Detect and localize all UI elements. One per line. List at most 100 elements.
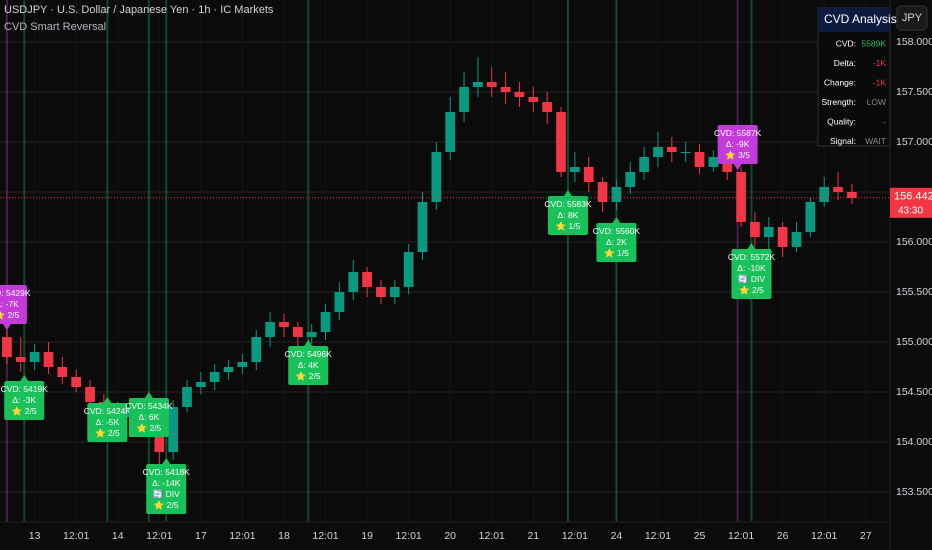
candle-body bbox=[2, 337, 12, 357]
candle-body bbox=[833, 187, 843, 192]
signal-pointer bbox=[144, 392, 153, 398]
candle-body bbox=[85, 387, 95, 402]
info-panel: CVD Analysis CVD: 5589K Delta: -1K Change: -1… bbox=[817, 7, 897, 147]
candle-body bbox=[736, 172, 746, 222]
signal-text: ⭐ 2/5 bbox=[739, 285, 764, 295]
candle-body bbox=[625, 172, 636, 187]
y-tick-label: 154.500 bbox=[896, 386, 932, 398]
candle-body bbox=[722, 157, 733, 172]
candle-body bbox=[694, 152, 705, 167]
signal-text: Δ: 6K bbox=[139, 412, 160, 422]
signal-text: CVD: 5496K bbox=[285, 349, 333, 359]
signal-text: CVD: 5419K bbox=[1, 384, 49, 394]
signal-text: ⭐ 1/5 bbox=[604, 248, 629, 258]
candle-body bbox=[514, 92, 525, 97]
signal-pointer bbox=[103, 397, 112, 403]
x-tick-label: 12:01 bbox=[562, 530, 588, 542]
panel-label: CVD: bbox=[836, 38, 856, 48]
x-tick-label: 12:01 bbox=[395, 530, 421, 542]
signal-box bbox=[87, 403, 128, 442]
candle-body bbox=[362, 272, 372, 287]
x-tick-label: 19 bbox=[361, 530, 373, 542]
signal-pointer bbox=[733, 164, 742, 170]
candle-body bbox=[320, 312, 331, 332]
signal-pointer bbox=[304, 340, 313, 346]
signal-text: CVD: 5572K bbox=[728, 252, 776, 262]
y-tick-label: 155.000 bbox=[896, 336, 932, 348]
signal-text: ⭐ 2/5 bbox=[0, 310, 20, 320]
panel-value: LOW bbox=[867, 97, 886, 107]
candle-body bbox=[334, 292, 345, 312]
candle-body bbox=[528, 97, 539, 102]
signal-pointer bbox=[2, 324, 11, 330]
candle-body bbox=[265, 322, 275, 337]
candle-body bbox=[777, 227, 788, 247]
signal-text: ⭐ 1/5 bbox=[556, 221, 581, 231]
signal-text: Δ: -3K bbox=[12, 395, 36, 405]
signal-text: 🔄 DIV bbox=[153, 489, 180, 499]
y-tick-label: 155.500 bbox=[896, 286, 932, 298]
candle-body bbox=[708, 157, 719, 167]
signal-text: ⭐ 2/5 bbox=[12, 406, 37, 416]
panel-label: Change: bbox=[824, 77, 856, 87]
x-tick-label: 12:01 bbox=[645, 530, 671, 542]
x-tick-label: 17 bbox=[195, 530, 207, 542]
candle-body bbox=[57, 367, 68, 377]
y-tick-label: 153.500 bbox=[896, 486, 932, 498]
x-tick-label: 13 bbox=[29, 530, 41, 542]
candle-body bbox=[417, 202, 428, 252]
candle-body bbox=[805, 202, 816, 232]
candle-body bbox=[570, 167, 580, 172]
candle-body bbox=[459, 87, 469, 112]
panel-value: -1K bbox=[873, 58, 887, 68]
y-tick-label: 157.500 bbox=[896, 86, 932, 98]
currency-button[interactable] bbox=[896, 5, 928, 31]
candle-body bbox=[376, 287, 386, 297]
x-tick-label: 12:01 bbox=[63, 530, 89, 542]
candle-body bbox=[403, 252, 414, 287]
signal-text: ⭐ 2/5 bbox=[154, 500, 179, 510]
indicator-name: CVD Smart Reversal bbox=[4, 21, 106, 33]
candle-body bbox=[500, 87, 511, 92]
panel-value: WAIT bbox=[865, 136, 886, 146]
candle-body bbox=[348, 272, 359, 292]
x-tick-label: 27 bbox=[860, 530, 872, 542]
signal-box bbox=[288, 346, 329, 385]
candle-body bbox=[196, 382, 206, 387]
last-price-label: 156.442 bbox=[894, 191, 932, 203]
signal-text: ⭐ 2/5 bbox=[137, 423, 162, 433]
signal-text: CVD: 5583K bbox=[544, 199, 592, 209]
signal-box bbox=[717, 125, 758, 164]
y-tick-label: 156.000 bbox=[896, 236, 932, 248]
x-tick-label: 12:01 bbox=[229, 530, 255, 542]
panel-label: Delta: bbox=[834, 58, 856, 68]
panel-label: Strength: bbox=[822, 97, 857, 107]
candle-body bbox=[791, 232, 802, 247]
signal-text: CVD: 5418K bbox=[143, 467, 191, 477]
candle-body bbox=[639, 157, 649, 172]
x-tick-label: 12:01 bbox=[479, 530, 505, 542]
panel-label: Signal: bbox=[830, 136, 856, 146]
signal-box bbox=[128, 398, 169, 437]
panel-value: -1K bbox=[873, 77, 887, 87]
signal-pointer bbox=[162, 458, 171, 464]
x-tick-label: 12:01 bbox=[728, 530, 754, 542]
candle-body bbox=[486, 82, 497, 87]
currency-button-label[interactable]: JPY bbox=[902, 12, 923, 24]
candle-body bbox=[431, 152, 442, 202]
signal-text: Δ: 8K bbox=[558, 210, 579, 220]
signal-box bbox=[731, 249, 772, 299]
signal-text: Δ: -5K bbox=[96, 417, 120, 427]
candle-body bbox=[182, 387, 192, 407]
x-tick-label: 14 bbox=[112, 530, 124, 542]
candle-body bbox=[666, 147, 677, 152]
signal-box bbox=[146, 464, 187, 514]
signal-text: CVD: 5434K bbox=[125, 401, 173, 411]
candle-body bbox=[29, 352, 40, 362]
panel-header bbox=[818, 8, 890, 32]
candle-body bbox=[583, 167, 594, 182]
signal-pointer bbox=[747, 243, 756, 249]
signal-box bbox=[596, 223, 637, 262]
